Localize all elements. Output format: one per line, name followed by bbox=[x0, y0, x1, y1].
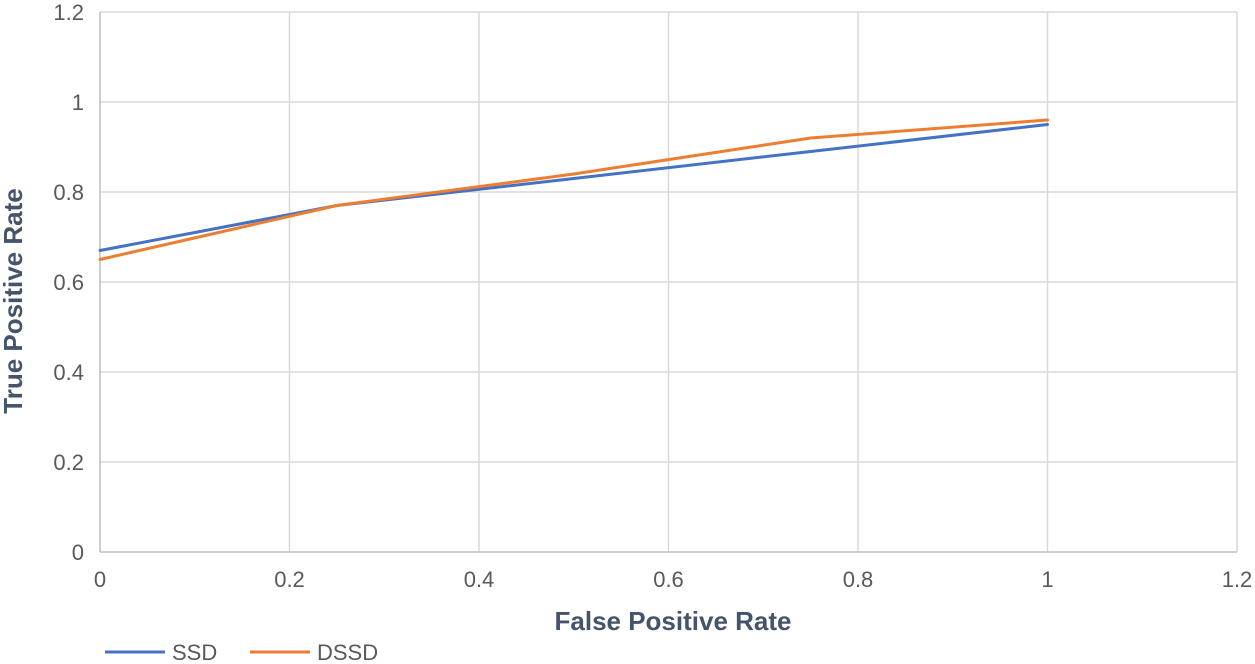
series-lines bbox=[98, 118, 1049, 261]
y-tick-label: 1 bbox=[72, 90, 84, 115]
gridlines bbox=[100, 11, 1238, 552]
x-tick-label: 0 bbox=[94, 567, 106, 592]
x-tick-label: 0.8 bbox=[843, 567, 874, 592]
x-tick-label: 0.4 bbox=[464, 567, 495, 592]
x-tick-label: 1 bbox=[1041, 567, 1053, 592]
series-line-dssd bbox=[98, 118, 1049, 261]
series-line-ssd bbox=[98, 123, 1049, 252]
y-tick-label: 0 bbox=[72, 540, 84, 565]
y-tick-label: 0.6 bbox=[53, 270, 84, 295]
x-tick-label: 0.2 bbox=[274, 567, 305, 592]
x-tick-labels: 0 0.2 0.4 0.6 0.8 1 1.2 bbox=[94, 567, 1252, 592]
x-axis-title: False Positive Rate bbox=[555, 606, 792, 636]
y-tick-labels: 0 0.2 0.4 0.6 0.8 1 1.2 bbox=[53, 0, 84, 565]
y-tick-label: 0.4 bbox=[53, 360, 84, 385]
y-tick-label: 0.8 bbox=[53, 180, 84, 205]
legend-label-dssd: DSSD bbox=[317, 640, 378, 664]
legend-label-ssd: SSD bbox=[172, 640, 217, 664]
y-axis-title: True Positive Rate bbox=[0, 188, 28, 413]
legend: SSD DSSD bbox=[105, 640, 378, 664]
y-tick-label: 0.2 bbox=[53, 450, 84, 475]
y-tick-label: 1.2 bbox=[53, 0, 84, 25]
x-tick-label: 1.2 bbox=[1222, 567, 1253, 592]
axes bbox=[99, 12, 1237, 553]
x-tick-label: 0.6 bbox=[653, 567, 684, 592]
